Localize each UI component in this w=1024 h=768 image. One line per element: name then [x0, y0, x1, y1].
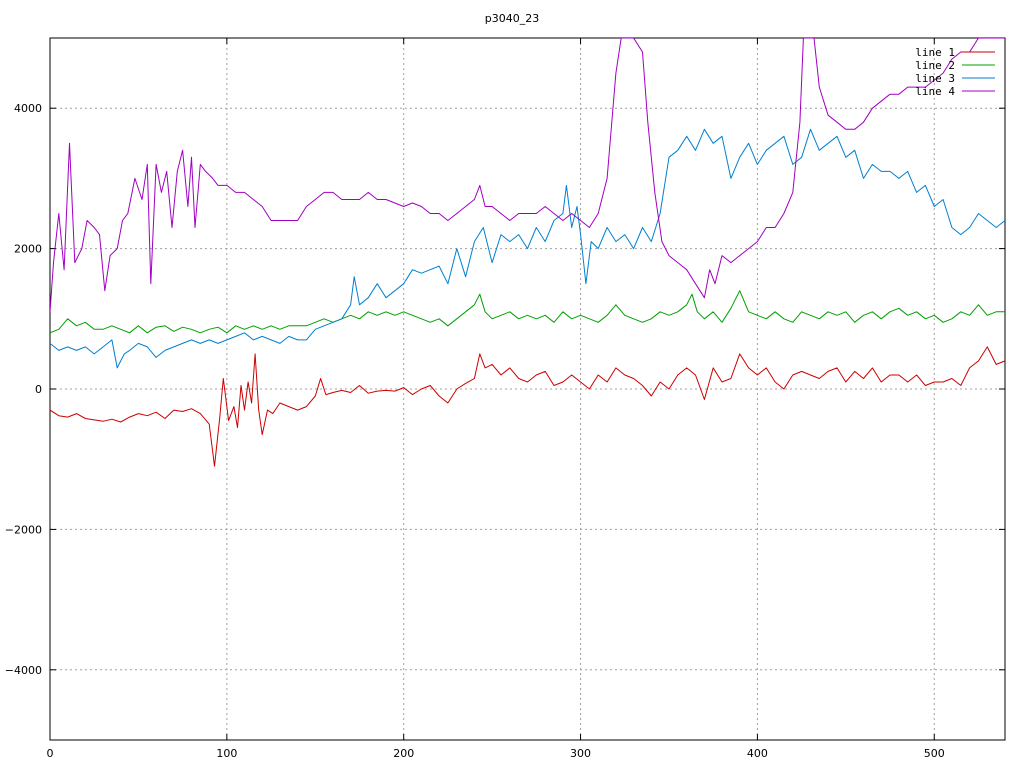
series-line-1 [50, 346, 1005, 467]
series-line-4 [50, 38, 1005, 312]
x-tick-label: 200 [393, 747, 414, 760]
plot-frame [49, 37, 1006, 741]
series-line-2 [50, 290, 1005, 334]
legend-label-3: line 3 [915, 72, 955, 85]
y-tick-label: −2000 [5, 523, 42, 536]
series-group [50, 38, 1005, 467]
y-tick-label: −4000 [5, 664, 42, 677]
y-tick-label: 2000 [14, 243, 42, 256]
chart-title: p3040_23 [485, 12, 539, 25]
legend-label-1: line 1 [915, 46, 955, 59]
x-tick-label: 100 [216, 747, 237, 760]
x-tick-label: 500 [924, 747, 945, 760]
legend-label-4: line 4 [915, 85, 955, 98]
axes: 0 100 200 300 400 500 −4000 −2000 0 2000 4000 [5, 37, 1006, 760]
x-tick-label: 300 [570, 747, 591, 760]
legend-label-2: line 2 [915, 59, 955, 72]
y-tick-label: 0 [35, 383, 42, 396]
x-tick-label: 0 [47, 747, 54, 760]
grid [50, 38, 1005, 740]
x-tick-label: 400 [747, 747, 768, 760]
y-tick-label: 4000 [14, 102, 42, 115]
series-line-3 [50, 128, 1005, 369]
